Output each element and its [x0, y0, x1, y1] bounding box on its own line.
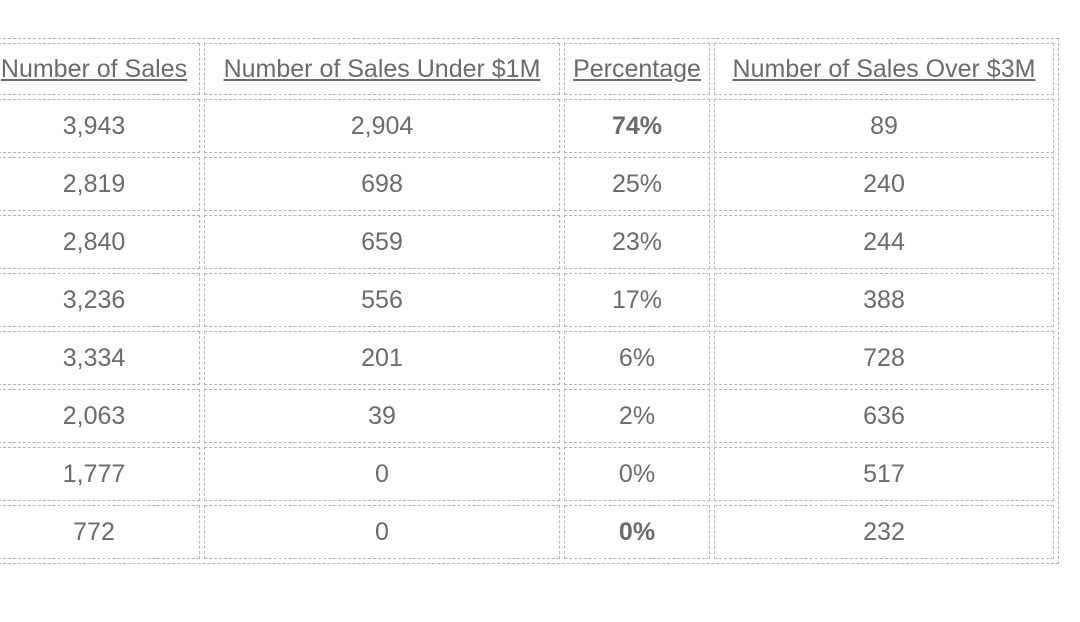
cell-percentage: 0% — [564, 447, 710, 501]
cell-sales-under-1m: 39 — [204, 389, 560, 443]
cell-percentage: 74% — [564, 99, 710, 153]
cell-number-of-sales: 3,943 — [0, 99, 200, 153]
cell-sales-under-1m: 698 — [204, 157, 560, 211]
header-percentage[interactable]: Percentage — [564, 43, 710, 95]
cell-sales-over-3m: 89 — [714, 99, 1054, 153]
header-row: Number of Sales Number of Sales Under $1… — [0, 43, 1054, 95]
cell-number-of-sales: 2,819 — [0, 157, 200, 211]
cell-number-of-sales: 772 — [0, 505, 200, 559]
cell-sales-under-1m: 556 — [204, 273, 560, 327]
cell-sales-over-3m: 388 — [714, 273, 1054, 327]
table-row: 3,943 2,904 74% 89 — [0, 99, 1054, 153]
sales-table: Number of Sales Number of Sales Under $1… — [0, 38, 1059, 564]
cell-sales-under-1m: 0 — [204, 447, 560, 501]
cell-percentage: 6% — [564, 331, 710, 385]
table-row: 2,840 659 23% 244 — [0, 215, 1054, 269]
cell-sales-over-3m: 240 — [714, 157, 1054, 211]
cell-number-of-sales: 3,236 — [0, 273, 200, 327]
cell-sales-under-1m: 659 — [204, 215, 560, 269]
header-sales-over-3m[interactable]: Number of Sales Over $3M — [714, 43, 1054, 95]
table-row: 3,236 556 17% 388 — [0, 273, 1054, 327]
cell-percentage: 0% — [564, 505, 710, 559]
header-sales-under-1m[interactable]: Number of Sales Under $1M — [204, 43, 560, 95]
table-row: 2,819 698 25% 240 — [0, 157, 1054, 211]
table-row: 1,777 0 0% 517 — [0, 447, 1054, 501]
cell-number-of-sales: 3,334 — [0, 331, 200, 385]
cell-percentage: 17% — [564, 273, 710, 327]
cell-number-of-sales: 2,063 — [0, 389, 200, 443]
cell-number-of-sales: 2,840 — [0, 215, 200, 269]
cell-sales-over-3m: 728 — [714, 331, 1054, 385]
cell-sales-under-1m: 2,904 — [204, 99, 560, 153]
cell-sales-over-3m: 232 — [714, 505, 1054, 559]
cell-sales-over-3m: 517 — [714, 447, 1054, 501]
cell-percentage: 25% — [564, 157, 710, 211]
cell-sales-under-1m: 0 — [204, 505, 560, 559]
table-row: 2,063 39 2% 636 — [0, 389, 1054, 443]
cell-number-of-sales: 1,777 — [0, 447, 200, 501]
header-number-of-sales[interactable]: Number of Sales — [0, 43, 200, 95]
cell-sales-over-3m: 636 — [714, 389, 1054, 443]
table-row: 3,334 201 6% 728 — [0, 331, 1054, 385]
table-row: 772 0 0% 232 — [0, 505, 1054, 559]
cell-percentage: 2% — [564, 389, 710, 443]
cell-sales-over-3m: 244 — [714, 215, 1054, 269]
cell-percentage: 23% — [564, 215, 710, 269]
cell-sales-under-1m: 201 — [204, 331, 560, 385]
